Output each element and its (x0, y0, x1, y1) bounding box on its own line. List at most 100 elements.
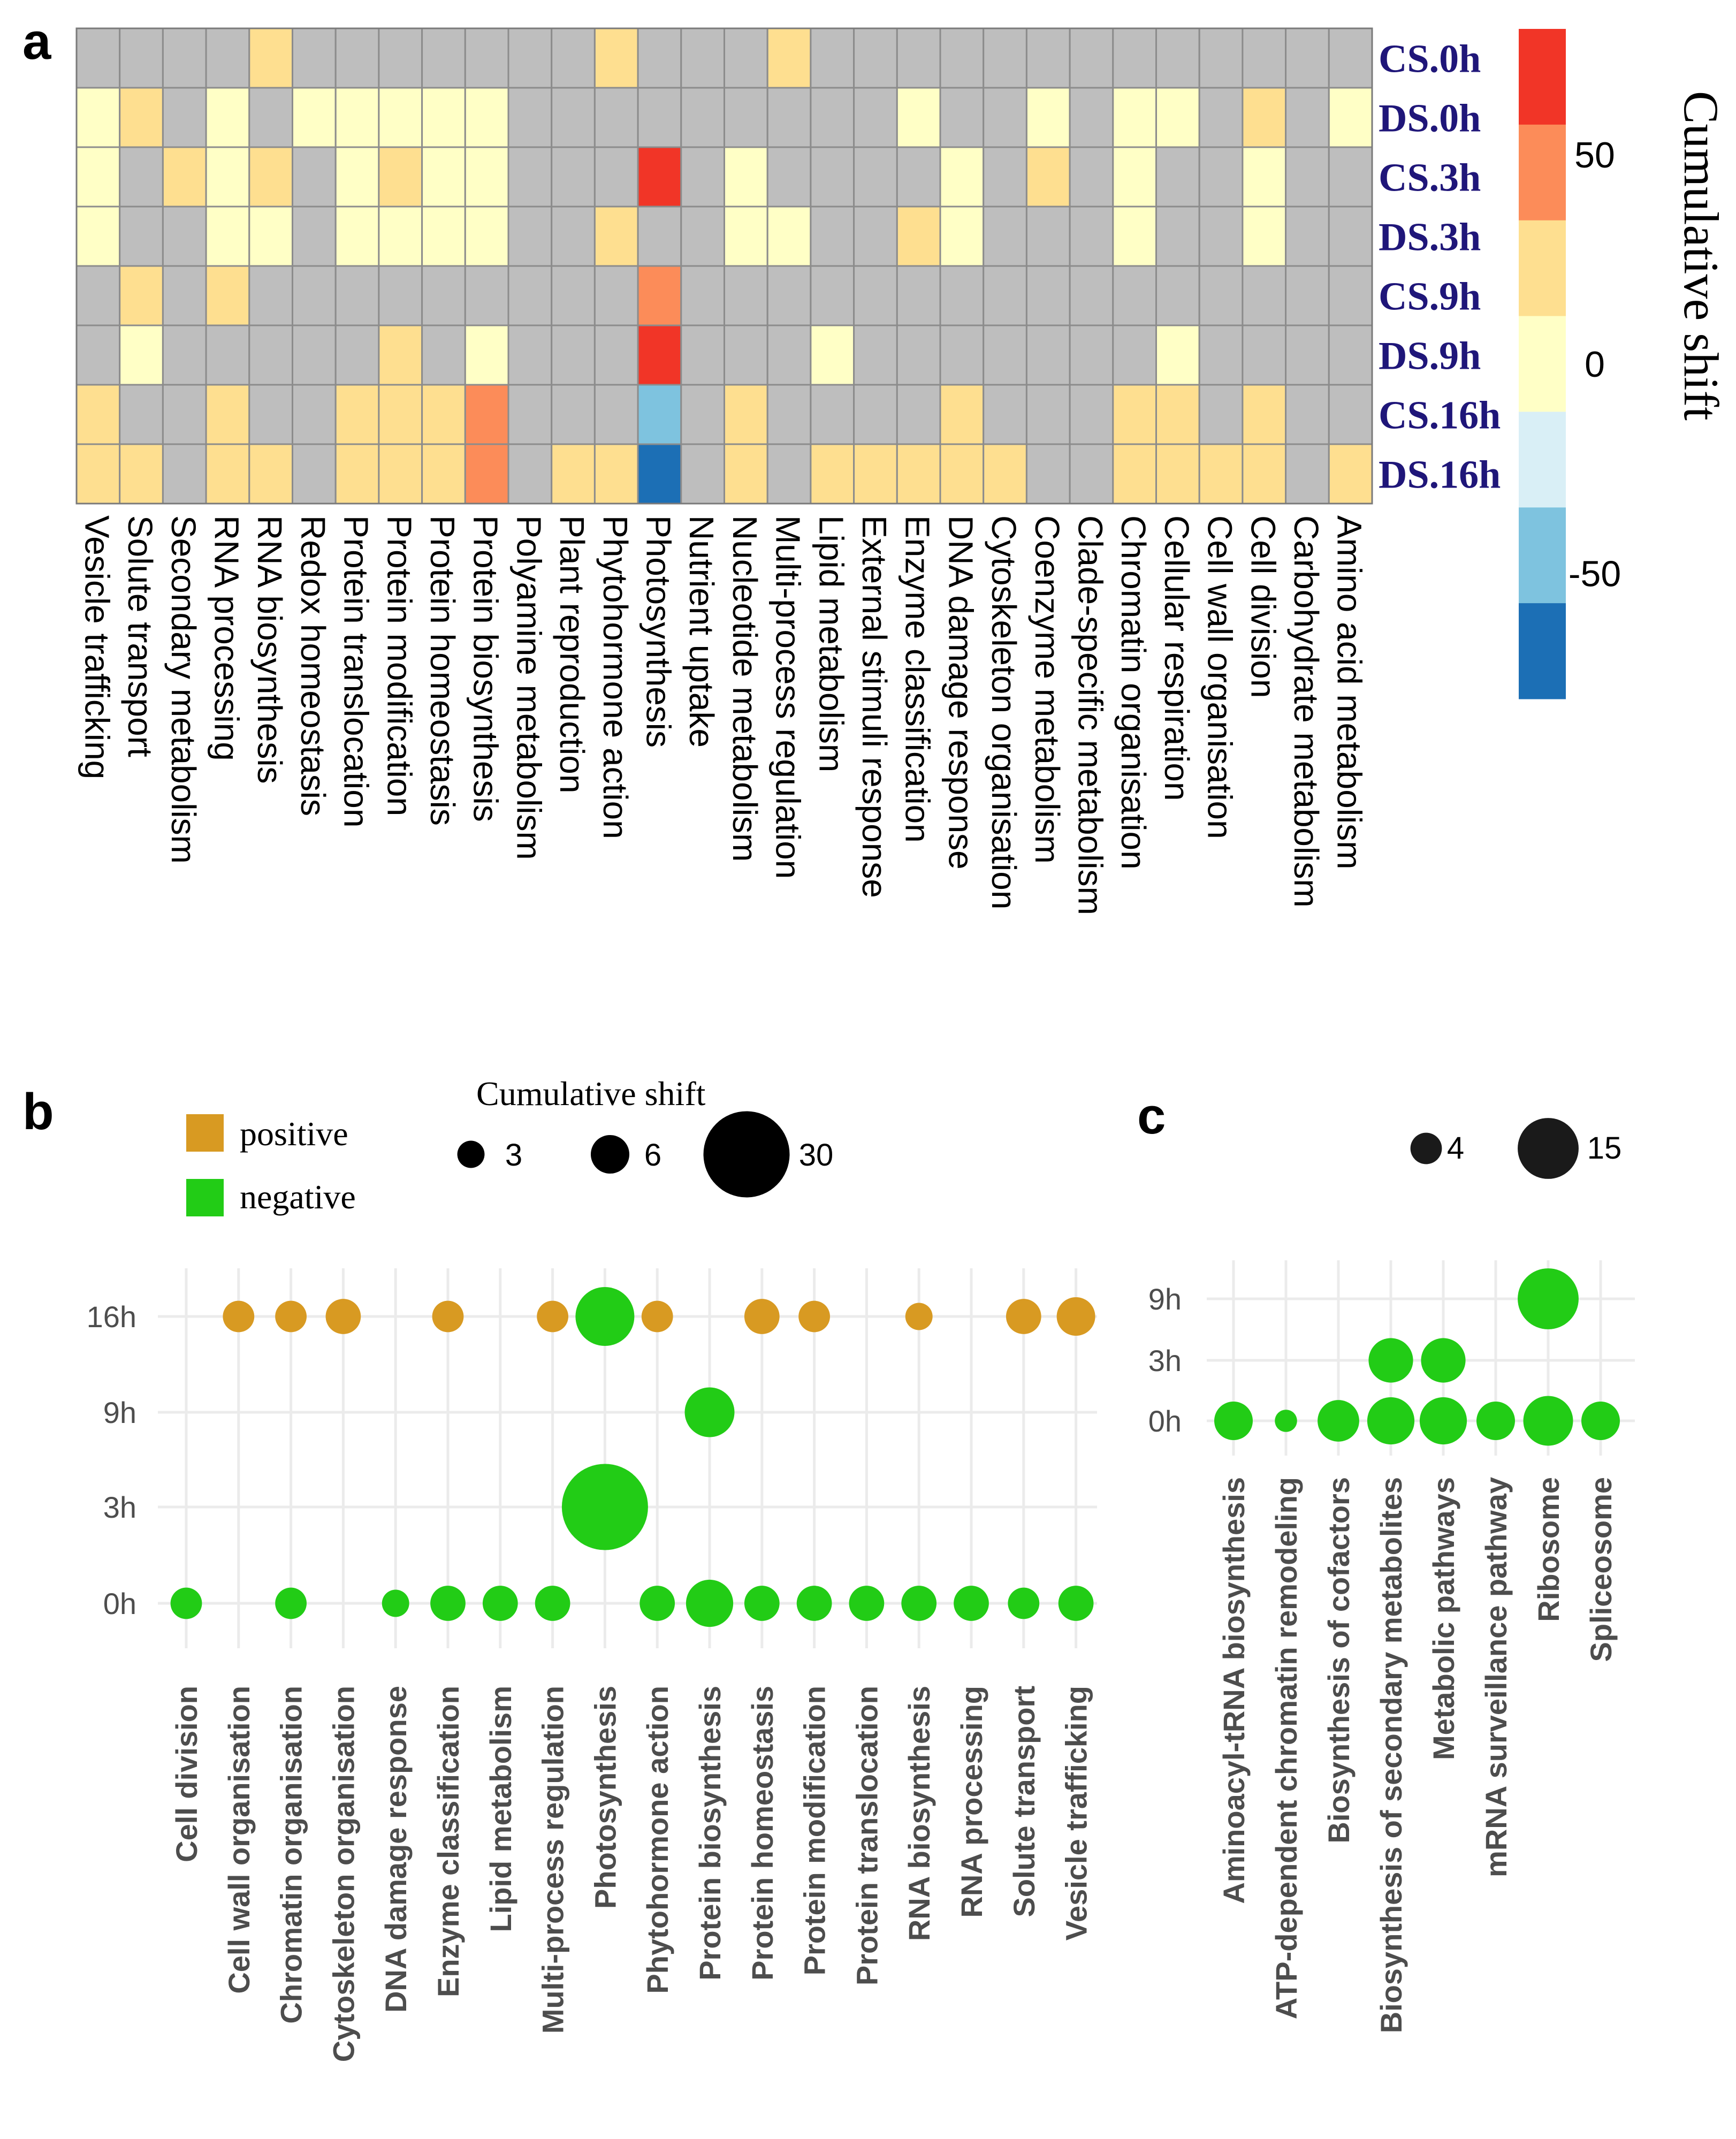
heatmap-cell-ds-0h-lipid-metabolism (810, 87, 855, 148)
heatmap-column-label: Solute transport (121, 515, 159, 757)
heatmap-cell-ds-0h-rna-processing (205, 87, 250, 148)
dot-negative-lipid-metabolism-0h (482, 1586, 518, 1621)
heatmap-column-label: DNA damage response (941, 515, 980, 870)
heatmap-cell-cs-16h-cytoskeleton-organisation (983, 384, 1027, 445)
heatmap-cell-ds-16h-rna-biosynthesis (248, 443, 293, 505)
colorbar-tick-label: 50 (1574, 135, 1615, 176)
heatmap-cell-ds-9h-protein-translocation (334, 324, 380, 386)
heatmap-cell-cs-9h-cytoskeleton-organisation (983, 265, 1027, 326)
heatmap-row-label: CS.3h (1379, 156, 1481, 200)
heatmap-cell-ds-9h-cellular-respiration (1155, 324, 1200, 386)
heatmap-cell-ds-9h-coenzyme-metabolism (1025, 324, 1071, 386)
heatmap-cell-cs-9h-protein-homeostasis (421, 265, 466, 326)
heatmap-row-label: DS.9h (1379, 334, 1481, 378)
x-tick-label: RNA biosynthesis (902, 1686, 936, 1941)
dot-negative-ribosome-0h (1523, 1396, 1573, 1446)
colorbar-segment (1519, 412, 1566, 508)
x-tick-label: Protein translocation (850, 1686, 884, 1985)
heatmap-column-label: Vesicle trafficking (78, 515, 116, 779)
panel-label-c: c (1137, 1087, 1166, 1145)
heatmap-cell-ds-9h-cell-wall-organisation (1198, 324, 1244, 386)
heatmap-column-label: Cytoskeleton organisation (985, 515, 1023, 909)
heatmap-cell-cs-0h-coenzyme-metabolism (1025, 27, 1071, 89)
heatmap-cell-cs-9h-redox-homeostasis (292, 265, 337, 326)
dot-positive-vesicle-trafficking-16h (1056, 1297, 1095, 1336)
heatmap-cell-ds-16h-photosynthesis (637, 443, 682, 505)
y-tick-label: 9h (103, 1396, 136, 1429)
heatmap-column-label: Chromatin organisation (1114, 515, 1153, 870)
heatmap-cell-cs-0h-polyamine-metabolism (507, 27, 553, 89)
heatmap-cell-cs-3h-carbohydrate-metabolism (1285, 146, 1330, 208)
heatmap-cell-ds-3h-plant-reproduction (551, 205, 596, 267)
heatmap-cell-cs-0h-chromatin-organisation (1112, 27, 1158, 89)
heatmap-cell-cs-9h-external-stimuli-response (853, 265, 898, 326)
heatmap-cell-cs-0h-cell-wall-organisation (1198, 27, 1244, 89)
heatmap-cell-ds-16h-solute-transport (119, 443, 164, 505)
heatmap-column-label: Nutrient uptake (682, 515, 721, 748)
dot-negative-dna-damage-response-0h (382, 1589, 409, 1617)
heatmap-cell-cs-9h-lipid-metabolism (810, 265, 855, 326)
x-tick-label: Enzyme classification (431, 1686, 465, 1997)
heatmap-cell-ds-0h-coenzyme-metabolism (1025, 87, 1071, 148)
heatmap-cell-ds-9h-amino-acid-metabolism (1328, 324, 1373, 386)
heatmap-cell-ds-3h-enzyme-classification (896, 205, 941, 267)
heatmap-cell-cs-0h-lipid-metabolism (810, 27, 855, 89)
x-tick-label: Photosynthesis (588, 1686, 622, 1909)
heatmap-cell-cs-3h-external-stimuli-response (853, 146, 898, 208)
heatmap-cell-cs-16h-rna-processing (205, 384, 250, 445)
heatmap-cell-ds-16h-protein-translocation (334, 443, 380, 505)
heatmap-cell-ds-0h-protein-modification (378, 87, 423, 148)
heatmap-column-label: Enzyme classification (899, 515, 937, 843)
heatmap-column-label: Multi-process regulation (769, 515, 808, 879)
heatmap-cell-cs-9h-phytohormone-action (593, 265, 639, 326)
dot-positive-solute-transport-16h (1006, 1299, 1041, 1334)
heatmap-row-label: CS.0h (1379, 37, 1481, 81)
heatmap-cell-cs-9h-protein-translocation (334, 265, 380, 326)
heatmap-cell-ds-0h-dna-damage-response (939, 87, 985, 148)
heatmap-cell-cs-3h-rna-processing (205, 146, 250, 208)
heatmap-cell-ds-3h-cell-division (1242, 205, 1287, 267)
heatmap-cell-cs-16h-nutrient-uptake (680, 384, 726, 445)
heatmap-cell-cs-9h-plant-reproduction (551, 265, 596, 326)
heatmap-cell-ds-16h-cytoskeleton-organisation (983, 443, 1027, 505)
heatmap-cell-ds-9h-clade-specific-metabolism (1069, 324, 1114, 386)
heatmap-cell-cs-9h-photosynthesis (637, 265, 682, 326)
heatmap-cell-cs-0h-cytoskeleton-organisation (983, 27, 1027, 89)
dot-negative-mrna-surveillance-pathway-0h (1476, 1401, 1516, 1441)
heatmap-column-label: Coenzyme metabolism (1028, 515, 1067, 864)
heatmap-cell-cs-16h-solute-transport (119, 384, 164, 445)
colorbar-segment (1519, 220, 1566, 317)
heatmap-cell-ds-9h-protein-biosynthesis (464, 324, 509, 386)
panel-label-b: b (22, 1083, 54, 1140)
heatmap-cell-cs-16h-phytohormone-action (593, 384, 639, 445)
heatmap-cell-ds-16h-cellular-respiration (1155, 443, 1200, 505)
dot-negative-ribosome-9h (1518, 1268, 1579, 1329)
heatmap-cell-ds-0h-plant-reproduction (551, 87, 596, 148)
heatmap-cell-cs-3h-cytoskeleton-organisation (983, 146, 1027, 208)
heatmap-cell-cs-3h-photosynthesis (637, 146, 682, 208)
heatmap-cell-cs-16h-carbohydrate-metabolism (1285, 384, 1330, 445)
heatmap-cell-ds-3h-lipid-metabolism (810, 205, 855, 267)
heatmap-cell-ds-16h-protein-homeostasis (421, 443, 466, 505)
size-legend-dot (457, 1140, 485, 1168)
heatmap-column-label: Protein translocation (337, 515, 376, 827)
colorbar-segment (1519, 316, 1566, 412)
heatmap-column-label: RNA processing (207, 515, 246, 761)
dot-negative-biosynthesis-of-secondary-metabolites-3h (1368, 1338, 1413, 1383)
dot-negative-spliceosome-0h (1581, 1401, 1620, 1441)
heatmap-cell-ds-16h-enzyme-classification (896, 443, 941, 505)
dot-negative-multi-process-regulation-0h (535, 1586, 570, 1621)
heatmap-cell-ds-9h-multi-process-regulation (766, 324, 812, 386)
x-tick-label: mRNA surveillance pathway (1479, 1477, 1513, 1877)
heatmap-cell-cs-3h-lipid-metabolism (810, 146, 855, 208)
heatmap-cell-cs-16h-rna-biosynthesis (248, 384, 293, 445)
heatmap-cell-cs-3h-protein-biosynthesis (464, 146, 509, 208)
heatmap-cell-cs-16h-protein-translocation (334, 384, 380, 445)
heatmap-column-label: Redox homeostasis (294, 515, 332, 816)
heatmap-cell-cs-16h-external-stimuli-response (853, 384, 898, 445)
heatmap-cell-ds-16h-external-stimuli-response (853, 443, 898, 505)
dot-negative-protein-modification-0h (796, 1586, 832, 1621)
heatmap-column-label: Lipid metabolism (812, 515, 850, 772)
heatmap-cell-cs-0h-cell-division (1242, 27, 1287, 89)
heatmap-cell-ds-16h-nucleotide-metabolism (724, 443, 768, 505)
